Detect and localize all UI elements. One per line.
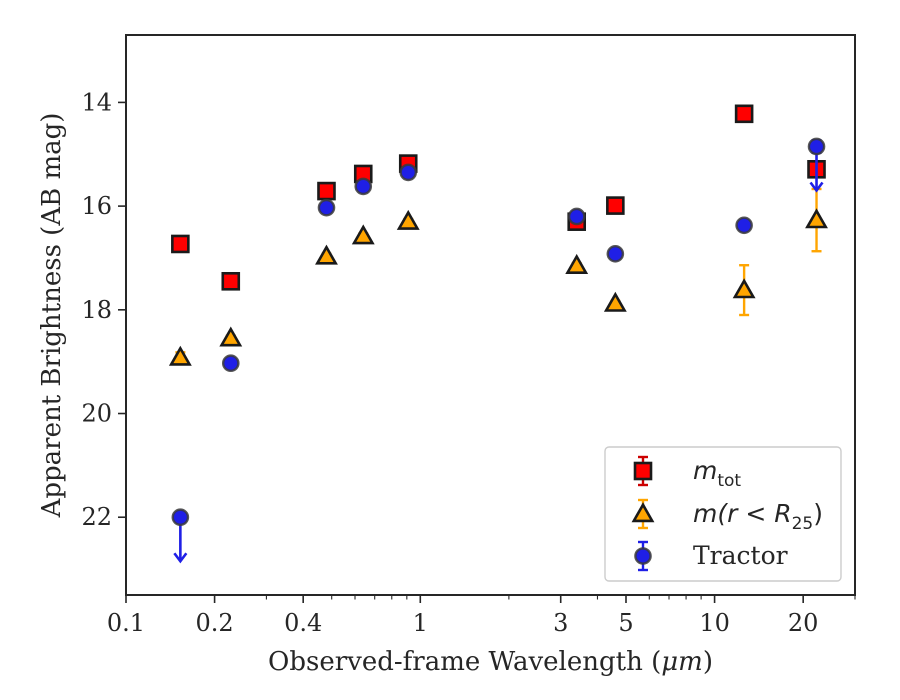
mr25-point xyxy=(168,345,192,366)
plot-frame xyxy=(125,34,856,596)
legend-label-mr25: m(r < R25) xyxy=(693,499,823,534)
legend-label-tractor: Tractor xyxy=(693,541,788,570)
x-tick-label: 3 xyxy=(553,609,568,637)
legend-tractor-marker xyxy=(634,547,652,565)
series-tractor xyxy=(171,137,826,564)
x-tick-label: 0.1 xyxy=(107,609,145,637)
x-tick-label: 5 xyxy=(618,609,633,637)
mr25-point xyxy=(315,244,338,265)
y-tick-label: 14 xyxy=(81,88,112,116)
series-mtot xyxy=(171,104,826,291)
legend: mtot m(r < R25) Tractor xyxy=(604,446,842,582)
x-axis: 0.1 0.2 0.4 1 3 5 10 20 xyxy=(107,595,856,637)
mtot-point xyxy=(317,181,336,201)
tractor-point xyxy=(317,198,336,217)
mr25-point xyxy=(565,253,589,274)
tractor-point xyxy=(567,207,586,226)
tractor-point xyxy=(221,354,240,373)
mr25-point xyxy=(732,278,756,299)
tractor-point xyxy=(807,137,826,156)
series-mr25 xyxy=(168,187,828,366)
legend-box xyxy=(604,446,842,582)
mr25-point xyxy=(805,208,828,229)
tractor-point xyxy=(735,216,753,235)
x-axis-title: Observed-frame Wavelength (μm) xyxy=(268,647,713,677)
mtot-point xyxy=(221,271,241,291)
tractor-point xyxy=(606,245,625,263)
x-tick-label: 0.2 xyxy=(196,609,234,637)
tractor-point xyxy=(171,508,190,527)
mtot-point xyxy=(734,104,754,124)
legend-mr25-marker xyxy=(631,502,655,523)
mr25-point xyxy=(351,224,375,245)
y-axis: 14 16 18 20 22 xyxy=(81,88,126,531)
y-axis-title: Apparent Brightness (AB mag) xyxy=(37,113,67,519)
y-tick-label: 16 xyxy=(81,192,112,220)
mr25-point xyxy=(219,326,243,347)
mr25-point xyxy=(396,209,420,230)
tractor-point xyxy=(354,177,373,196)
x-tick-label: 10 xyxy=(699,609,730,637)
mtot-point xyxy=(606,196,625,215)
y-tick-label: 18 xyxy=(81,296,112,324)
mr25-point xyxy=(603,291,627,312)
mtot-point xyxy=(171,234,190,254)
y-tick-label: 22 xyxy=(81,503,112,531)
x-tick-label: 1 xyxy=(413,609,428,637)
tractor-point xyxy=(399,163,418,182)
y-tick-label: 20 xyxy=(81,400,112,428)
x-tick-label: 0.4 xyxy=(284,609,322,637)
data-marks xyxy=(168,104,828,564)
legend-mtot-marker xyxy=(633,461,653,481)
x-tick-label: 20 xyxy=(788,609,819,637)
legend-label-mtot: mtot xyxy=(693,456,741,491)
